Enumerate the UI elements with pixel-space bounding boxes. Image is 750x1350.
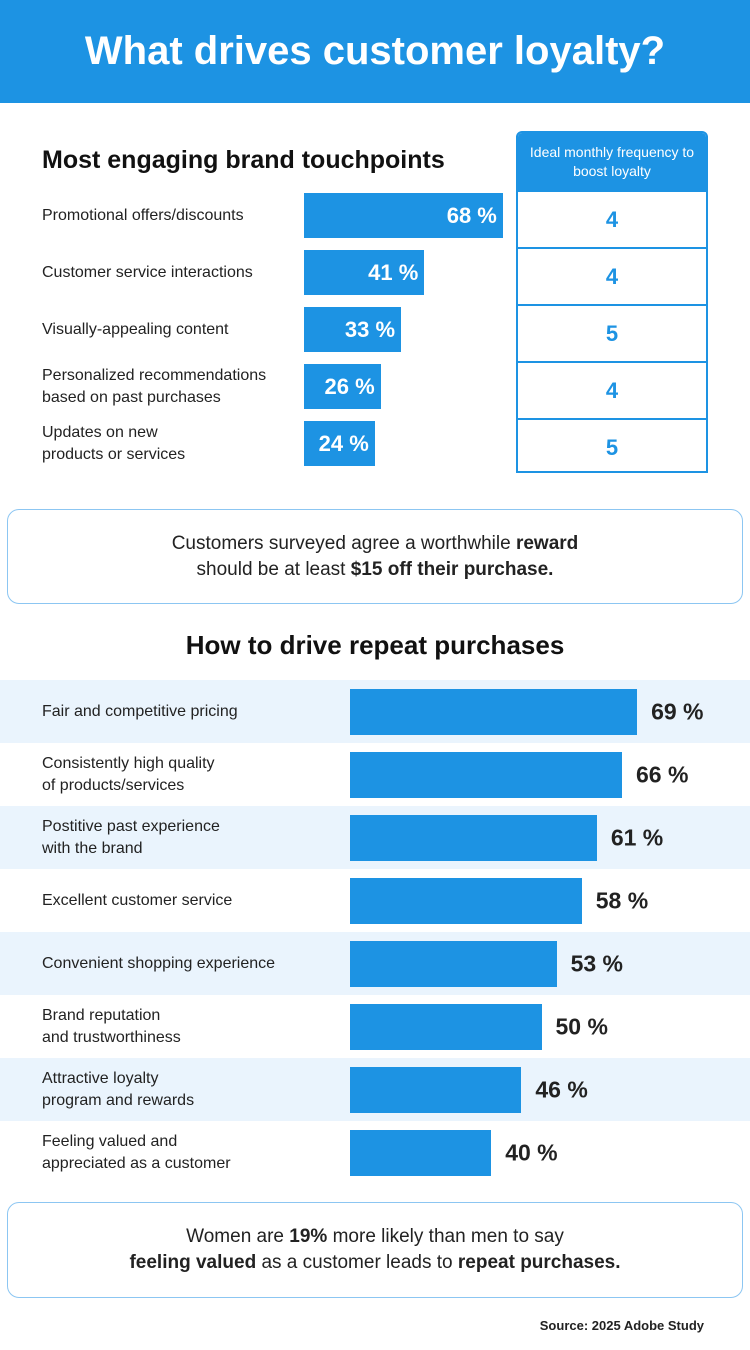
repeat-purchase-bar [350,877,582,924]
repeat-purchase-label: Convenient shopping experience [42,954,276,972]
repeat-purchase-bar [350,1066,522,1113]
touchpoint-label: Promotional offers/discounts [42,206,244,224]
repeat-purchase-value-label: 69 % [651,698,704,724]
repeat-purchase-bar [350,688,638,735]
repeat-purchase-label: Excellent customer service [42,891,233,909]
touchpoint-value-label: 24 % [318,430,369,456]
callout-text: more likely than men to say [327,1226,564,1247]
frequency-table-header: Ideal monthly frequency to boost loyalty [518,133,706,190]
touchpoint-label: Customer service interactions [42,263,253,281]
repeat-purchase-bar [350,751,622,798]
touchpoint-bar: 26 % [304,364,381,409]
callout-bold: 19% [289,1226,328,1247]
repeat-purchase-value-label: 40 % [505,1139,558,1165]
touchpoint-bar: 41 % [304,250,425,295]
reward-callout: Customers surveyed agree a worthwhile re… [7,509,743,604]
frequency-cell: 4 [518,361,706,418]
touchpoint-label: Visually-appealing content [42,320,229,338]
touchpoint-value-label: 68 % [446,202,497,228]
touchpoint-label: Personalized recommendations based on pa… [42,366,267,406]
repeat-purchase-label: Feeling valued and appreciated as a cust… [42,1132,231,1172]
repeat-purchase-bar [350,1003,542,1050]
repeat-purchase-value-label: 58 % [595,887,649,913]
frequency-cell: 5 [518,304,706,361]
callout-bold: $15 off their purchase. [350,558,554,580]
callout-bold: repeat purchases. [457,1252,621,1273]
page-title: What drives customer loyalty? [84,29,666,73]
repeat-purchase-value-label: 66 % [635,761,689,787]
callout-text: as a customer leads to [256,1252,458,1273]
touchpoint-bar: 33 % [304,307,402,352]
header-banner: What drives customer loyalty? [0,0,750,103]
source-note: Source: 2025 Adobe Study [539,1318,704,1333]
frequency-cell: 4 [518,247,706,304]
repeat-purchase-label: Postitive past experience with the brand [42,817,220,857]
touchpoint-value-label: 26 % [324,373,375,399]
callout-bold: reward [515,532,579,554]
repeat-purchase-bar [350,814,597,861]
touchpoints-heading: Most engaging brand touchpoints [42,146,445,174]
repeat-purchase-label: Fair and competitive pricing [42,702,238,720]
frequency-cell: 4 [518,190,706,247]
repeat-purchase-bar [350,1129,492,1176]
repeat-purchase-label: Consistently high quality of products/se… [42,754,215,794]
frequency-cell: 5 [518,418,706,471]
callout-text: Customers surveyed agree a worthwhile [171,532,516,554]
touchpoint-value-label: 41 % [368,259,419,285]
touchpoint-value-label: 33 % [344,316,396,342]
touchpoint-label: Updates on new products or services [42,423,186,463]
repeat-purchase-value-label: 50 % [555,1013,608,1039]
touchpoint-bar: 68 % [304,193,503,238]
callout-bold: feeling valued [129,1252,257,1273]
women-callout: Women are 19% more likely than men to sa… [7,1202,743,1298]
repeat-purchase-value-label: 61 % [610,824,664,850]
repeat-purchase-label: Brand reputation and trustworthiness [42,1006,181,1046]
frequency-table: Ideal monthly frequency to boost loyalty… [516,131,708,473]
repeat-purchases-heading: How to drive repeat purchases [185,630,565,660]
repeat-purchase-bar [350,940,557,987]
callout-text: Women are [186,1226,290,1247]
repeat-purchase-value-label: 46 % [535,1076,588,1102]
touchpoint-bar: 24 % [304,421,375,466]
repeat-purchase-label: Attractive loyalty program and rewards [42,1069,195,1109]
repeat-purchase-value-label: 53 % [570,950,624,976]
callout-text: should be at least [196,558,351,580]
